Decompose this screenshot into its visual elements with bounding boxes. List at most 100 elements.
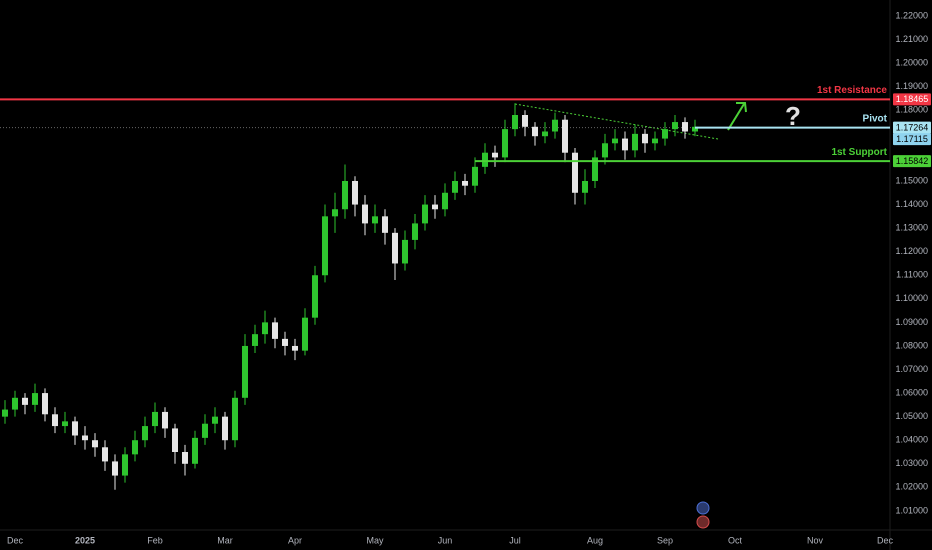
- candle-body: [242, 345, 248, 398]
- y-tick-label: 1.12000: [895, 246, 928, 256]
- candle-body: [162, 411, 168, 429]
- candle-body: [102, 447, 108, 462]
- candle-body: [412, 223, 418, 240]
- candle-body: [2, 409, 8, 417]
- candle-body: [12, 397, 18, 410]
- event-icon[interactable]: [696, 515, 710, 529]
- candle-body: [92, 440, 98, 448]
- x-tick-label: Dec: [7, 535, 24, 545]
- level-label: 1st Resistance: [817, 85, 887, 96]
- candle-body: [352, 180, 358, 205]
- candle-body: [262, 322, 268, 335]
- y-tick-label: 1.18000: [895, 105, 928, 115]
- price-tag-label: 1.15842: [896, 156, 929, 166]
- candle-body: [472, 166, 478, 186]
- price-tag: [893, 133, 931, 146]
- y-tick-label: 1.01000: [895, 505, 928, 515]
- candle-body: [172, 428, 178, 452]
- candle-body: [312, 275, 318, 318]
- y-tick-label: 1.03000: [895, 458, 928, 468]
- y-tick-label: 1.02000: [895, 482, 928, 492]
- y-tick-label: 1.21000: [895, 34, 928, 44]
- candle-body: [332, 209, 338, 217]
- candle-body: [202, 423, 208, 438]
- candle-body: [462, 180, 468, 186]
- price-tag: [893, 155, 931, 168]
- y-tick-label: 1.11000: [896, 270, 928, 280]
- candle-body: [42, 393, 48, 415]
- annotation: ?: [785, 101, 801, 131]
- candle-body: [82, 435, 88, 441]
- candle-body: [672, 122, 678, 130]
- candle-body: [322, 216, 328, 276]
- y-tick-label: 1.13000: [895, 222, 928, 232]
- candle-body: [492, 152, 498, 158]
- candle-body: [142, 426, 148, 441]
- candle-body: [652, 138, 658, 144]
- candle-body: [512, 115, 518, 130]
- candle-body: [272, 322, 278, 339]
- y-tick-label: 1.22000: [895, 10, 928, 20]
- x-tick-label: May: [366, 535, 384, 545]
- y-tick-label: 1.09000: [895, 317, 928, 327]
- x-tick-label: Sep: [657, 535, 673, 545]
- candle-body: [592, 157, 598, 181]
- candle-body: [422, 204, 428, 224]
- candle-body: [362, 204, 368, 224]
- y-tick-label: 1.06000: [895, 387, 928, 397]
- y-tick-label: 1.08000: [895, 340, 928, 350]
- candle-body: [32, 393, 38, 405]
- x-tick-label: Feb: [147, 535, 163, 545]
- x-tick-label: Nov: [807, 535, 824, 545]
- x-tick-label: Aug: [587, 535, 603, 545]
- candle-body: [682, 122, 688, 132]
- x-tick-label: Oct: [728, 535, 743, 545]
- candle-body: [642, 133, 648, 144]
- candle-body: [482, 152, 488, 167]
- candle-body: [602, 143, 608, 158]
- x-tick-label: Apr: [288, 535, 302, 545]
- candle-body: [192, 437, 198, 464]
- candle-body: [72, 421, 78, 436]
- candle-body: [562, 119, 568, 153]
- candle-body: [622, 138, 628, 151]
- candle-body: [182, 451, 188, 464]
- level-label: Pivot: [863, 113, 888, 124]
- candle-body: [52, 414, 58, 427]
- price-tag: [893, 121, 931, 134]
- y-tick-label: 1.19000: [895, 81, 928, 91]
- candle-body: [282, 338, 288, 346]
- candle-body: [62, 421, 68, 427]
- x-tick-label: 2025: [75, 535, 95, 545]
- candle-body: [222, 416, 228, 441]
- candle-body: [122, 454, 128, 476]
- candle-body: [302, 317, 308, 351]
- candle-body: [452, 180, 458, 193]
- arrow-head: [736, 102, 747, 113]
- arrow-shaft: [727, 103, 745, 131]
- level-label: 1st Support: [831, 147, 887, 158]
- candle-body: [502, 129, 508, 158]
- candle-body: [402, 239, 408, 264]
- candle-body: [132, 440, 138, 455]
- candle-body: [342, 180, 348, 210]
- candle-body: [522, 115, 528, 127]
- price-tag: [893, 93, 931, 106]
- candle-body: [252, 334, 258, 346]
- candle-body: [572, 152, 578, 193]
- candle-body: [432, 204, 438, 210]
- price-tag-label: 1.18465: [896, 94, 929, 104]
- candle-body: [212, 416, 218, 424]
- event-icon[interactable]: [696, 501, 710, 515]
- y-tick-label: 1.07000: [895, 364, 928, 374]
- y-tick-label: 1.10000: [895, 293, 928, 303]
- candle-body: [692, 126, 698, 132]
- candle-body: [232, 397, 238, 441]
- candle-body: [392, 232, 398, 264]
- candle-body: [22, 397, 28, 405]
- candle-body: [372, 216, 378, 224]
- candle-body: [632, 133, 638, 151]
- candle-body: [582, 180, 588, 193]
